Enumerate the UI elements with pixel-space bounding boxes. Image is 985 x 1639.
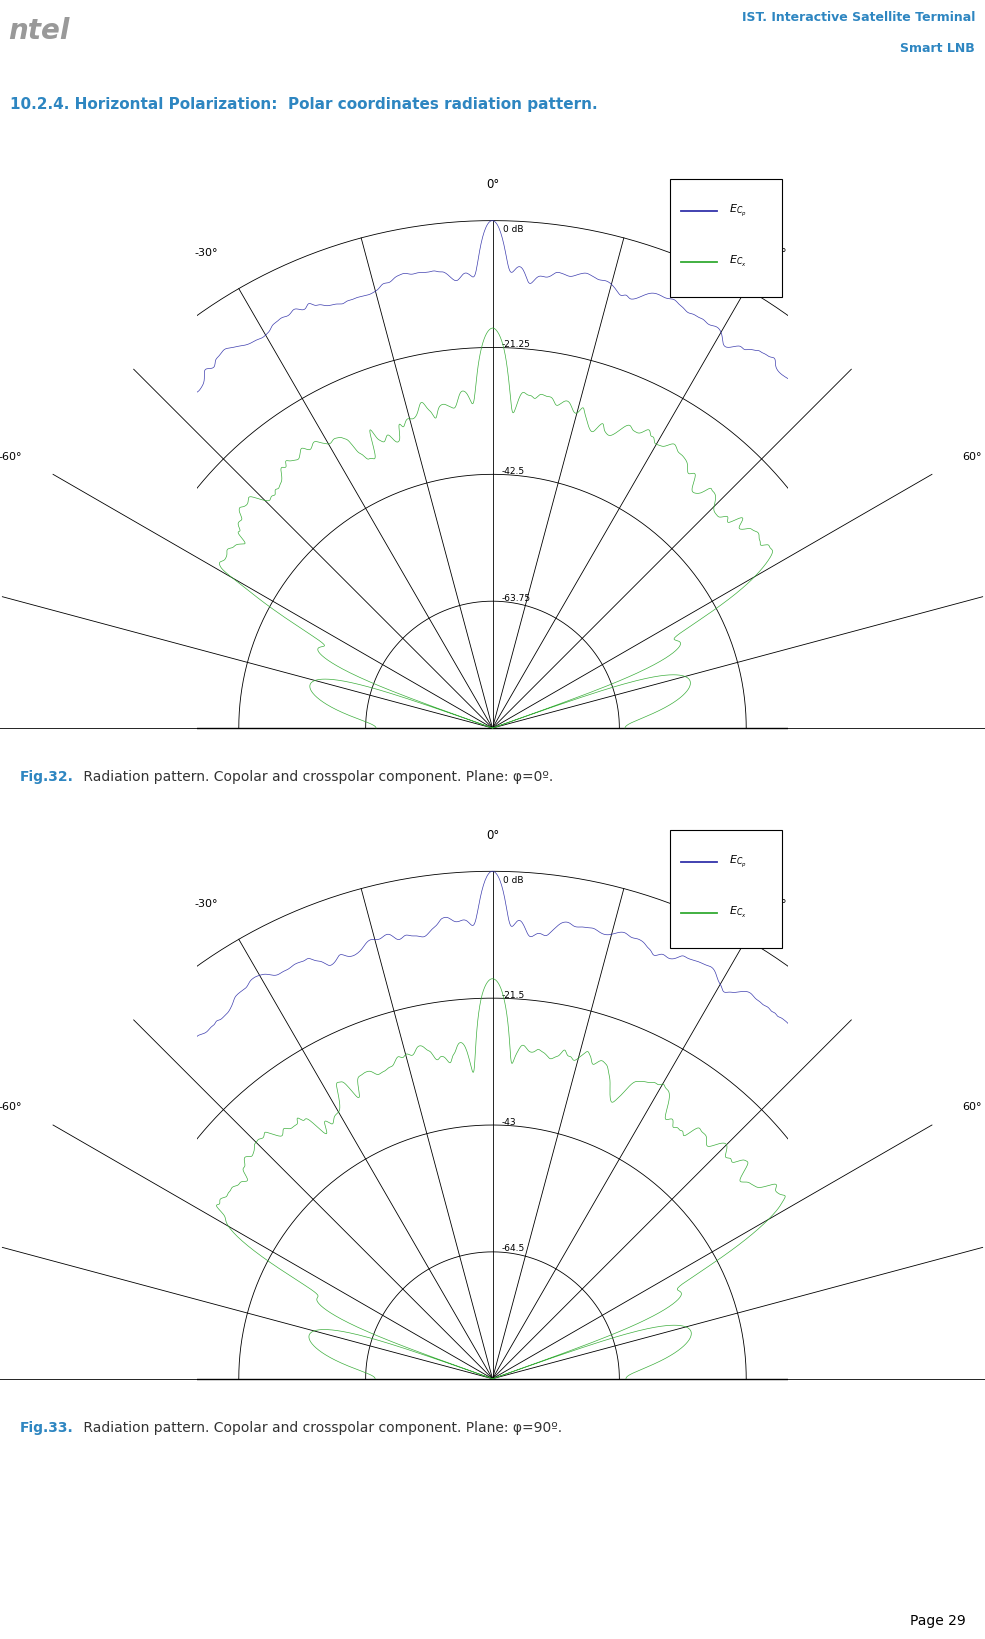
Text: Radiation pattern. Copolar and crosspolar component. Plane: φ=0º.: Radiation pattern. Copolar and crosspola… bbox=[80, 770, 554, 783]
Text: Page 29: Page 29 bbox=[909, 1614, 965, 1628]
Text: 30°: 30° bbox=[767, 898, 786, 908]
Text: Smart LNB: Smart LNB bbox=[900, 43, 975, 56]
Text: $E_{C_p}$: $E_{C_p}$ bbox=[729, 854, 747, 870]
Text: $E_{C_p}$: $E_{C_p}$ bbox=[729, 203, 747, 220]
Text: $E_{C_x}$: $E_{C_x}$ bbox=[729, 254, 747, 269]
Text: 10.2.4. Horizontal Polarization:  Polar coordinates radiation pattern.: 10.2.4. Horizontal Polarization: Polar c… bbox=[10, 97, 598, 113]
Text: 0 dB: 0 dB bbox=[503, 875, 524, 885]
Text: 60°: 60° bbox=[962, 452, 982, 462]
Text: -63.75: -63.75 bbox=[501, 593, 531, 603]
Text: -42.5: -42.5 bbox=[501, 467, 524, 475]
Text: Fig.32.: Fig.32. bbox=[20, 770, 73, 783]
Text: -64.5: -64.5 bbox=[501, 1244, 525, 1254]
Text: 0°: 0° bbox=[486, 179, 499, 192]
Text: IST. Interactive Satellite Terminal: IST. Interactive Satellite Terminal bbox=[742, 11, 975, 25]
Text: -30°: -30° bbox=[195, 898, 218, 908]
Text: -60°: -60° bbox=[0, 452, 23, 462]
Text: 0°: 0° bbox=[486, 829, 499, 842]
Text: $E_{C_x}$: $E_{C_x}$ bbox=[729, 905, 747, 919]
Text: -21.5: -21.5 bbox=[501, 990, 525, 1000]
Text: ntel: ntel bbox=[8, 16, 69, 46]
Text: -21.25: -21.25 bbox=[501, 339, 530, 349]
Text: -60°: -60° bbox=[0, 1103, 23, 1113]
Text: -30°: -30° bbox=[195, 247, 218, 257]
Text: 30°: 30° bbox=[767, 247, 786, 257]
Text: -43: -43 bbox=[501, 1118, 516, 1126]
Text: 0 dB: 0 dB bbox=[503, 225, 524, 234]
Text: Fig.33.: Fig.33. bbox=[20, 1421, 73, 1434]
Text: 60°: 60° bbox=[962, 1103, 982, 1113]
Text: Radiation pattern. Copolar and crosspolar component. Plane: φ=90º.: Radiation pattern. Copolar and crosspola… bbox=[80, 1421, 562, 1434]
